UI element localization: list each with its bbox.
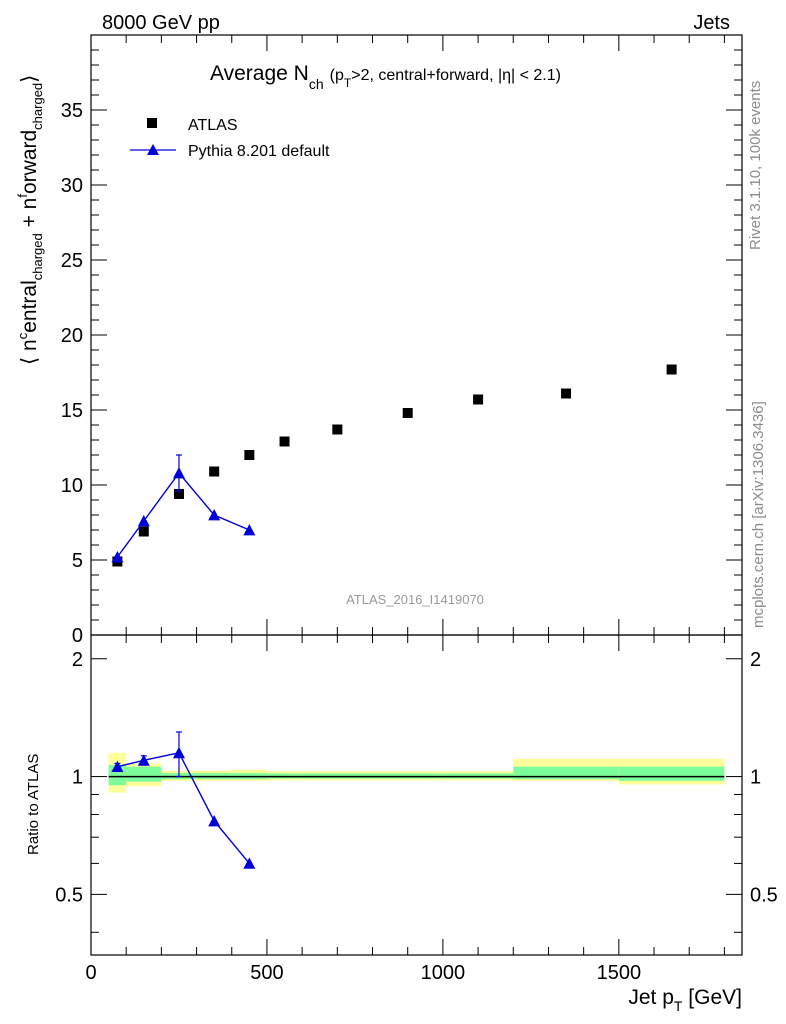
legend: ATLAS Pythia 8.201 default	[130, 117, 330, 160]
atlas-point	[473, 394, 484, 405]
ylabel-open: ⟨ n	[18, 339, 41, 365]
rivet-label: Rivet 3.1.10, 100k events	[747, 81, 764, 250]
pythia-top-point	[137, 515, 150, 527]
atlas-point	[561, 388, 572, 399]
atlas-point	[173, 489, 184, 499]
atlas-point	[279, 436, 290, 447]
top-ytick-label: 15	[61, 400, 83, 422]
ylabel-c-body: entral	[18, 280, 41, 333]
pythia-top-point	[208, 509, 221, 521]
bottom-ytick-label-left: 1	[72, 767, 83, 789]
top-ytick-label: 10	[61, 475, 83, 497]
pythia-top-line	[116, 471, 250, 558]
bottom-ytick-label-right: 0.5	[750, 884, 778, 906]
ylabel-c-sup: c	[15, 332, 30, 339]
bottom-ylabel: Ratio to ATLAS	[25, 754, 42, 855]
top-title: Average Nch (pT>2, central+forward, |η| <…	[210, 62, 561, 92]
top-ylabel: ⟨ ncentralcharged + nforwardcharged⟩	[15, 75, 45, 365]
bottom-ytick-label-left: 2	[72, 649, 83, 671]
ylabel-close: ⟩	[18, 75, 41, 83]
ylabel-plus: + n	[18, 198, 41, 234]
top-ytick-label: 20	[61, 325, 83, 347]
bottom-axis-layer: 0 500 1000 1500 0.5 0.5 1 1 2 2	[55, 635, 778, 984]
bottom-ytick-label-right: 1	[750, 767, 761, 789]
bottom-xlabel: Jet pT [GeV]	[628, 986, 742, 1014]
top-ytick-label: 25	[61, 250, 83, 272]
ratio-band-inner	[126, 766, 162, 782]
ylabel-c-sub: charged	[30, 233, 45, 280]
ylabel-f-sup: f	[15, 194, 30, 198]
top-axis-layer: 0 5 10 15 20 25 30 35	[61, 34, 742, 647]
title-p: (p	[330, 67, 344, 84]
atlas-point	[402, 408, 413, 418]
xlabel-sub: T	[674, 998, 683, 1014]
title-rest: >2, central+forward, |η| < 2.1)	[351, 67, 561, 84]
top-ytick-label: 35	[61, 100, 83, 122]
top-ytick-label: 0	[72, 625, 83, 647]
header-left: 8000 GeV pp	[102, 12, 220, 34]
bottom-xtick-label: 1500	[597, 962, 642, 984]
bottom-xtick-label: 1000	[421, 962, 466, 984]
title-main: Average N	[210, 62, 309, 85]
ratio-band-layer	[108, 752, 725, 793]
pythia-top-point	[111, 551, 124, 563]
ratio-band-inner	[618, 766, 725, 781]
xlabel-unit: [GeV]	[682, 986, 742, 1009]
legend-marker-atlas	[147, 118, 157, 128]
analysis-watermark: ATLAS_2016_I1419070	[346, 592, 484, 607]
top-ytick-label: 30	[61, 175, 83, 197]
pythia-ratio-point	[243, 857, 256, 869]
legend-marker-pythia	[147, 144, 159, 155]
data-mark-layer	[111, 364, 677, 869]
bottom-xtick-label: 500	[250, 962, 283, 984]
atlas-point	[138, 526, 149, 537]
bottom-plot-frame	[90, 634, 743, 956]
pythia-ratio-point	[111, 760, 124, 773]
pythia-ratio-point	[172, 746, 185, 759]
xlabel-main: Jet p	[628, 986, 674, 1009]
bottom-xtick-label: 0	[85, 962, 96, 984]
atlas-point	[332, 424, 343, 435]
mcplots-label: mcplots.cern.ch [arXiv:1306.3436]	[750, 401, 767, 628]
bottom-ytick-label-right: 2	[750, 649, 761, 671]
header-right: Jets	[693, 12, 730, 34]
title-psub: T	[344, 76, 352, 90]
pythia-ratio-point	[137, 754, 150, 766]
pythia-top-point	[172, 467, 185, 479]
legend-label-pythia: Pythia 8.201 default	[188, 143, 330, 160]
atlas-point	[666, 364, 677, 375]
ylabel-f-body: orward	[18, 130, 41, 194]
pythia-top-point	[243, 524, 256, 536]
legend-label-atlas: ATLAS	[188, 117, 238, 134]
ylabel-f-sub: charged	[30, 83, 45, 130]
atlas-point	[244, 450, 255, 460]
top-ytick-label: 5	[72, 550, 83, 572]
atlas-point	[209, 466, 220, 477]
pythia-ratio-point	[208, 814, 221, 827]
bottom-ytick-label-left: 0.5	[55, 884, 83, 906]
title-sub: ch	[309, 76, 324, 92]
